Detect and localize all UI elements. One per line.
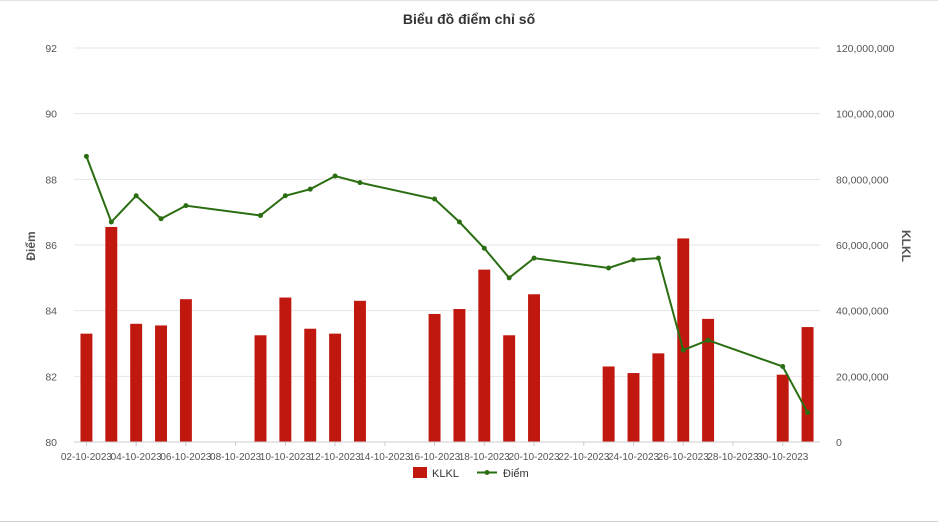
x-tick-label: 10-10-2023 xyxy=(260,452,312,463)
y-right-tick-label: 80,000,000 xyxy=(836,174,889,186)
y-right-tick-label: 100,000,000 xyxy=(836,109,895,121)
bar-klkl[interactable] xyxy=(478,269,491,442)
point-diem[interactable] xyxy=(506,275,512,281)
x-tick-label: 06-10-2023 xyxy=(160,452,212,463)
point-diem[interactable] xyxy=(158,216,164,222)
point-diem[interactable] xyxy=(183,203,189,209)
point-diem[interactable] xyxy=(108,219,114,225)
x-tick-label: 26-10-2023 xyxy=(658,452,710,463)
y-right-tick-label: 0 xyxy=(836,437,842,449)
y-left-tick-label: 84 xyxy=(45,306,57,318)
bar-klkl[interactable] xyxy=(528,294,541,442)
bar-klkl[interactable] xyxy=(254,335,267,442)
y-right-tick-label: 40,000,000 xyxy=(836,306,889,318)
point-diem[interactable] xyxy=(282,193,288,199)
legend: KLKL Điểm xyxy=(413,467,529,480)
y-left-axis-title: Điểm xyxy=(24,231,38,260)
bar-klkl[interactable] xyxy=(602,366,615,442)
bar-klkl[interactable] xyxy=(627,373,640,442)
point-diem[interactable] xyxy=(332,173,338,179)
x-tick-label: 30-10-2023 xyxy=(757,452,809,463)
bar-klkl[interactable] xyxy=(80,333,93,442)
bar-klkl[interactable] xyxy=(279,297,292,442)
y-right-tick-label: 60,000,000 xyxy=(836,240,889,252)
bar-klkl[interactable] xyxy=(155,325,168,442)
point-diem[interactable] xyxy=(357,180,363,186)
point-diem[interactable] xyxy=(481,245,487,251)
point-diem[interactable] xyxy=(432,196,438,202)
point-diem[interactable] xyxy=(133,193,139,199)
bar-klkl[interactable] xyxy=(677,238,690,442)
y-left-tick-label: 86 xyxy=(45,240,57,252)
point-diem[interactable] xyxy=(307,186,313,192)
y-left-tick-label: 80 xyxy=(45,437,57,449)
bar-klkl[interactable] xyxy=(130,323,143,442)
legend-label-klkl: KLKL xyxy=(432,468,459,480)
bar-series-layer xyxy=(80,226,814,442)
x-tick-label: 18-10-2023 xyxy=(459,452,511,463)
y-left-tick-label: 88 xyxy=(45,174,57,186)
bar-klkl[interactable] xyxy=(353,300,366,442)
bar-klkl[interactable] xyxy=(702,318,715,442)
bar-klkl[interactable] xyxy=(453,309,466,442)
line-diem xyxy=(85,155,809,413)
x-tick-label: 04-10-2023 xyxy=(111,452,163,463)
bar-klkl[interactable] xyxy=(179,299,192,442)
chart-title: Biểu đồ điểm chỉ số xyxy=(403,11,536,27)
x-tick-label: 08-10-2023 xyxy=(210,452,262,463)
x-tick-label: 24-10-2023 xyxy=(608,452,660,463)
legend-label-diem: Điểm xyxy=(503,468,529,480)
legend-swatch-klkl xyxy=(413,467,427,478)
y-left-tick-label: 90 xyxy=(45,109,57,121)
point-diem[interactable] xyxy=(780,363,786,369)
bar-klkl[interactable] xyxy=(304,328,317,442)
point-diem[interactable] xyxy=(680,347,686,353)
bar-klkl[interactable] xyxy=(503,335,516,442)
point-diem[interactable] xyxy=(631,257,636,263)
x-tick-label: 14-10-2023 xyxy=(359,452,411,463)
x-tick-label: 28-10-2023 xyxy=(707,452,759,463)
y-left-tick-label: 92 xyxy=(45,43,57,55)
point-diem[interactable] xyxy=(456,219,462,225)
x-tick-label: 20-10-2023 xyxy=(508,452,560,463)
x-tick-label: 12-10-2023 xyxy=(310,452,362,463)
bar-klkl[interactable] xyxy=(428,313,441,442)
point-diem[interactable] xyxy=(805,409,811,415)
bar-klkl[interactable] xyxy=(776,374,789,442)
point-diem[interactable] xyxy=(83,153,89,159)
bar-klkl[interactable] xyxy=(801,327,814,442)
axis-layer: 80 82 84 86 88 90 92 0 20,000,000 40,000,000 60,00… xyxy=(45,43,894,463)
y-right-axis-title: KLKL xyxy=(899,230,913,262)
point-diem[interactable] xyxy=(705,337,711,343)
point-diem[interactable] xyxy=(606,265,612,271)
legend-swatch-diem-marker xyxy=(484,470,490,475)
x-tick-label: 16-10-2023 xyxy=(409,452,461,463)
y-right-tick-label: 120,000,000 xyxy=(836,43,895,55)
point-diem[interactable] xyxy=(258,212,263,218)
bar-klkl[interactable] xyxy=(105,226,118,442)
point-diem[interactable] xyxy=(531,255,537,261)
grid-layer xyxy=(74,47,820,443)
legend-item-diem[interactable]: Điểm xyxy=(477,468,529,480)
y-right-tick-label: 20,000,000 xyxy=(836,371,889,383)
x-tick-label: 02-10-2023 xyxy=(61,452,113,463)
x-tick-label: 22-10-2023 xyxy=(558,452,610,463)
y-left-tick-label: 82 xyxy=(45,371,57,383)
bar-klkl[interactable] xyxy=(329,333,342,442)
bar-klkl[interactable] xyxy=(652,353,665,442)
line-series-layer xyxy=(83,153,811,415)
legend-item-klkl[interactable]: KLKL xyxy=(413,467,459,480)
point-diem[interactable] xyxy=(655,255,661,261)
